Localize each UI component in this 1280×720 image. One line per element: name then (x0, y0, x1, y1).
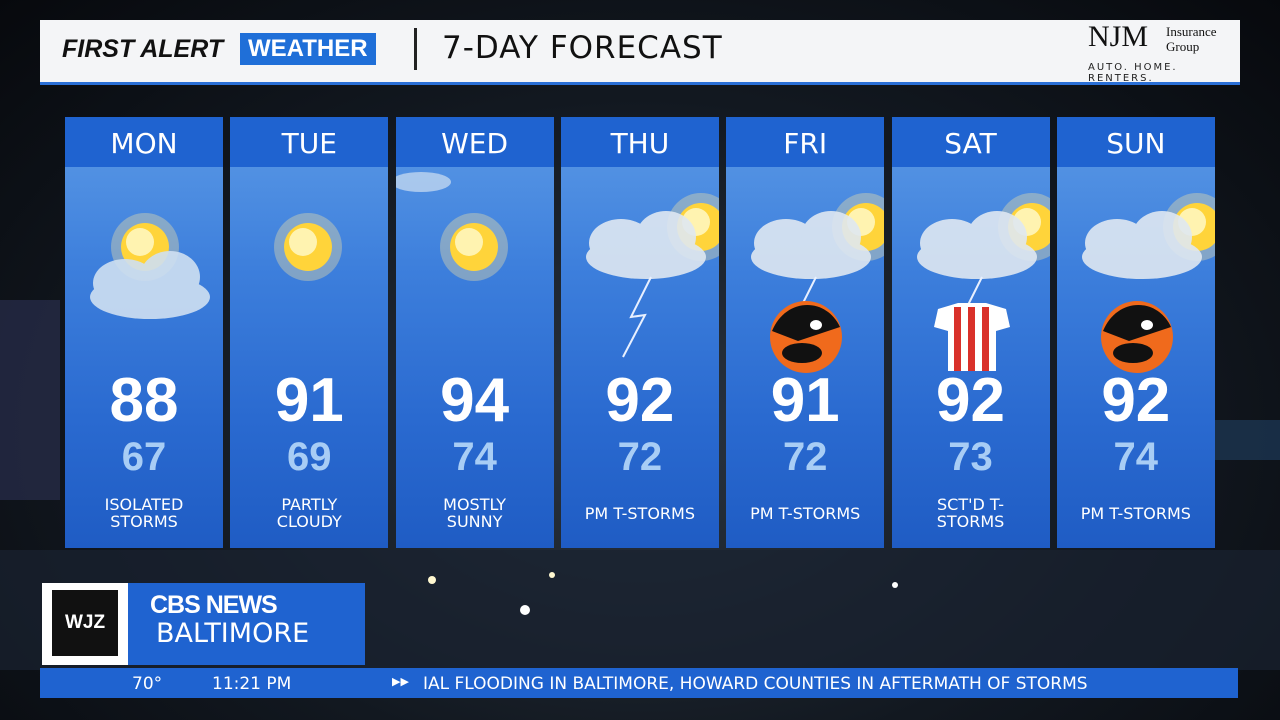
day-panel: TUE 91 69 PARTLY CLOUDY (230, 117, 389, 548)
high-temp: 92 (936, 366, 1005, 435)
ticker-text: IAL FLOODING IN BALTIMORE, HOWARD COUNTI… (423, 674, 1088, 694)
ticker-arrows: ▶▶ (392, 675, 409, 688)
low-temp: 69 (287, 435, 332, 479)
weather-icon (395, 172, 508, 281)
high-temp: 88 (109, 366, 179, 435)
day-label: FRI (783, 127, 828, 160)
day-label: MON (110, 127, 178, 160)
weather-icon (751, 193, 885, 373)
day-label: WED (441, 127, 509, 160)
condition: PM T-STORMS (584, 503, 695, 523)
day-label: THU (610, 127, 670, 160)
weather-icon (916, 193, 1050, 371)
condition: SCT'D T-STORMS (936, 495, 1005, 531)
weather-icon (90, 213, 210, 319)
day-band (1056, 117, 1215, 167)
day-band (65, 117, 223, 167)
low-temp: 72 (617, 435, 663, 479)
condition: ISOLATED STORMS (104, 495, 184, 531)
network: CBS NEWS (150, 591, 278, 619)
weather-icon (585, 193, 719, 358)
condition: MOSTLY SUNNY (443, 495, 507, 531)
ticker-bar: 70° 11:21 PM ▶▶ IAL FLOODING IN BALTIMOR… (40, 668, 1238, 698)
city: BALTIMORE (156, 618, 310, 649)
day-band (230, 117, 389, 167)
day-band (395, 117, 554, 167)
low-temp: 74 (1113, 435, 1159, 479)
low-temp: 73 (948, 435, 993, 479)
high-temp: 94 (440, 366, 510, 435)
day-band (891, 117, 1050, 167)
high-temp: 91 (274, 366, 344, 435)
condition: PM T-STORMS (750, 503, 861, 523)
time: 11:21 PM (212, 674, 292, 694)
network-box (128, 583, 365, 665)
high-temp: 91 (770, 366, 840, 435)
header-bar: FIRST ALERT WEATHER 7-DAY FORECAST NJM I… (40, 20, 1240, 85)
title: 7-DAY FORECAST (442, 30, 723, 66)
day-panel: SAT 92 73 SCT'D T-STORMS (891, 117, 1050, 548)
day-band (560, 117, 719, 167)
weather-icon (274, 213, 343, 281)
high-temp: 92 (1101, 366, 1171, 435)
brand-left: FIRST ALERT (62, 35, 224, 63)
separator (414, 28, 417, 70)
day-panel: MON 88 67 ISOLATED STORMS (65, 117, 223, 548)
high-temp: 92 (605, 366, 675, 435)
sponsor: NJM (1088, 20, 1149, 53)
condition: PM T-STORMS (1080, 503, 1191, 523)
day-label: SUN (1106, 127, 1166, 160)
station: WJZ (52, 590, 118, 656)
sponsor-tagline: AUTO. HOME. RENTERS. (1088, 62, 1178, 84)
day-panel: SUN 92 74 PM T-STORMS (1056, 117, 1215, 548)
sponsor-sub: Insurance Group (1166, 24, 1217, 54)
day-panel: FRI 91 72 PM T-STORMS (726, 117, 885, 548)
brand-right: WEATHER (240, 33, 376, 65)
low-temp: 74 (452, 435, 497, 479)
day-label: SAT (944, 127, 997, 160)
day-label: TUE (281, 127, 337, 160)
condition: PARTLY CLOUDY (276, 495, 342, 531)
low-temp: 67 (121, 435, 167, 479)
weather-icon (1081, 193, 1215, 373)
day-panel: THU 92 72 PM T-STORMS (560, 117, 719, 548)
low-temp: 72 (782, 435, 828, 479)
day-panel: WED 94 74 MOSTLY SUNNY (395, 117, 554, 548)
temperature: 70° (132, 674, 163, 694)
day-band (726, 117, 885, 167)
